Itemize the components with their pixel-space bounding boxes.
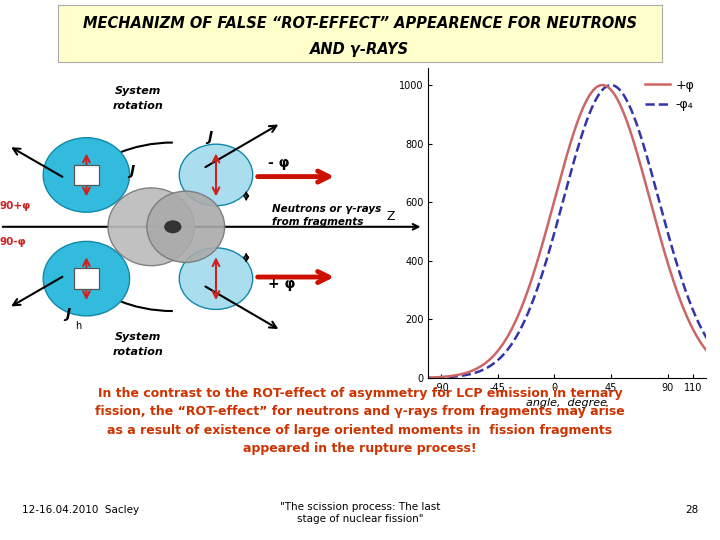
Bar	[74, 165, 99, 185]
+φ	[649, 210, 658, 217]
+φ	[447, 373, 456, 379]
Legend: +φ, -φ₄: +φ, -φ₄	[641, 74, 699, 116]
+φ	[617, 104, 626, 111]
X-axis label: angle,  degree: angle, degree	[526, 399, 608, 408]
Text: In the contrast to the ROT-effect of asymmetry for LCP emission in ternary
fissi: In the contrast to the ROT-effect of asy…	[95, 387, 625, 455]
-φ₄	[535, 280, 544, 286]
-φ₄	[649, 177, 658, 184]
-φ₄	[546, 246, 554, 252]
-φ₄	[617, 89, 626, 95]
Text: 90+φ: 90+φ	[0, 201, 31, 211]
Text: J: J	[65, 307, 70, 321]
Bar	[74, 268, 99, 289]
Text: rotation: rotation	[113, 100, 163, 111]
Text: "The scission process: The last
stage of nuclear fission": "The scission process: The last stage of…	[280, 502, 440, 524]
+φ	[708, 354, 716, 360]
Text: 90-φ: 90-φ	[0, 237, 27, 247]
+φ	[598, 82, 606, 89]
Text: 28: 28	[685, 505, 698, 515]
Ellipse shape	[43, 138, 130, 212]
Ellipse shape	[179, 144, 253, 206]
-φ₄	[447, 374, 456, 380]
+φ	[644, 191, 653, 197]
Text: Neutrons or γ-rays: Neutrons or γ-rays	[272, 204, 382, 214]
Text: + φ: + φ	[268, 278, 295, 292]
Y-axis label: Z: Z	[387, 210, 395, 222]
Text: rotation: rotation	[113, 347, 163, 357]
Text: AND γ-RAYS: AND γ-RAYS	[310, 42, 410, 57]
Text: System: System	[115, 86, 161, 96]
Line: +φ: +φ	[422, 85, 712, 378]
+φ	[535, 252, 544, 258]
Text: J: J	[130, 164, 135, 178]
Text: 12-16.04.2010  Sacley: 12-16.04.2010 Sacley	[22, 505, 139, 515]
Ellipse shape	[43, 241, 130, 316]
Text: J: J	[207, 130, 212, 144]
Line: -φ₄: -φ₄	[422, 85, 712, 378]
Text: System: System	[115, 332, 161, 342]
-φ₄	[607, 82, 616, 89]
Text: - φ: - φ	[268, 156, 289, 170]
Ellipse shape	[108, 188, 194, 266]
Ellipse shape	[179, 248, 253, 309]
-φ₄	[708, 343, 716, 349]
Text: MECHANIZM OF FALSE “ROT-EFFECT” APPEARENCE FOR NEUTRONS: MECHANIZM OF FALSE “ROT-EFFECT” APPEAREN…	[83, 16, 637, 31]
+φ	[546, 214, 554, 221]
+φ	[418, 375, 426, 381]
Text: from fragments: from fragments	[272, 217, 364, 227]
Ellipse shape	[147, 191, 225, 262]
Text: h: h	[76, 321, 82, 331]
-φ₄	[644, 158, 653, 165]
Circle shape	[164, 220, 181, 233]
-φ₄	[418, 375, 426, 381]
